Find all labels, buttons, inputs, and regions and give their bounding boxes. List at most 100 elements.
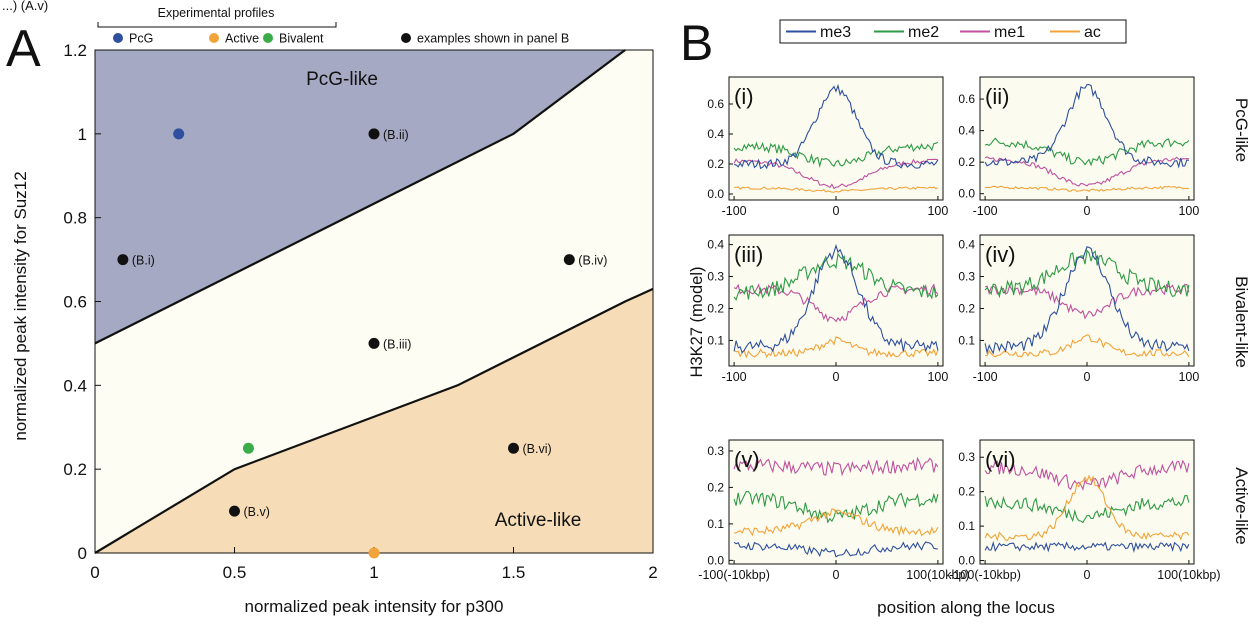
subplot-ytick-label: 0.3: [707, 444, 724, 458]
point-examples: [508, 442, 519, 454]
subplot-ytick-label: 0.3: [958, 450, 975, 464]
panel-a-xtick-label: 1.5: [502, 563, 526, 582]
subplot-xtick-label: -100: [973, 370, 998, 384]
subplot-ytick-label: 0.2: [958, 155, 975, 169]
panel-b-ylabel: H3K27 (model): [688, 267, 706, 378]
legend-group-title: Experimental profiles: [158, 6, 275, 20]
panel-a-xtick-label: 2: [648, 563, 657, 582]
series-me1-line: [733, 283, 939, 323]
subplot-frame: [979, 234, 1195, 367]
subplot-frame: [728, 76, 944, 201]
subplot-3: 0.1 0.2 0.3 0.4 -100 0 100 (iii): [707, 234, 948, 384]
panel-b-legend-entries: me3 me2 me1 ac: [786, 24, 1101, 41]
legend-marker: [401, 33, 411, 43]
subplot-frame: [728, 439, 944, 565]
panel-a-ytick-label: 0: [78, 544, 87, 563]
subplot-xtick-label: 100(10kbp): [1157, 568, 1220, 582]
point-label: (B.i): [132, 254, 155, 268]
panel-a-legend-entries: PcG Active Bivalent examples shown in panel…: [113, 32, 569, 46]
subplot-ytick-label: 0.1: [958, 519, 975, 533]
point-examples: [229, 505, 240, 517]
subplot-frame: [979, 76, 1195, 201]
panel-a-legend: Experimental profiles PcG Active Bivalent e…: [97, 6, 569, 46]
subplot-ytick-label: 0.4: [958, 238, 975, 252]
panel-b-xlabel: position along the locus: [877, 598, 1055, 617]
subplot-xtick-label: 100: [1178, 204, 1199, 218]
subplot-ytick-label: 0.2: [707, 480, 724, 494]
series-me3-line: [984, 83, 1190, 169]
series-me3-line: [984, 246, 1190, 355]
series-ac-line: [733, 336, 939, 359]
legend-label: Bivalent: [279, 32, 324, 46]
panel-b-legend-label: me2: [908, 24, 939, 41]
pcg-region: [95, 50, 626, 344]
series-me3-line: [734, 83, 939, 170]
subplot-ytick-label: 0.1: [707, 333, 724, 347]
subplot-xtick-label: 100: [927, 204, 948, 218]
series-me2-line: [984, 137, 1190, 167]
panel-a-header-fragment: ...) (A.v): [2, 0, 48, 13]
active-region: [95, 288, 653, 553]
subplot-xtick-label: 100(10kbp): [906, 568, 969, 582]
panel-a-ytick-label: 0.8: [63, 209, 87, 228]
subplot-xtick-label: 0: [1084, 370, 1091, 384]
panel-b-legend-label: me3: [820, 24, 851, 41]
series-me3-line: [984, 540, 1190, 553]
panel-b-legend: me3 me2 me1 ac: [779, 19, 1127, 44]
series-me2-line: [984, 249, 1190, 299]
subplot-label: (ii): [985, 84, 1009, 109]
subplot-ytick-label: 0.2: [707, 301, 724, 315]
series-me1-line: [984, 283, 1190, 320]
panel-a-xtick-label: 0: [90, 563, 99, 582]
panel-b-subplots: 0.00.20.40.6-100 0 100(i)0.00.20.40.6-100 0…: [698, 76, 1221, 582]
subplot-xtick-label: -100(-10kbp): [698, 568, 770, 582]
panel-a-ytick-label: 0.2: [63, 460, 87, 479]
panel-a-ytick-label: 1.2: [63, 41, 87, 60]
panel-a-points: (B.i) (B.ii) (B.iii) (B.iv) (B.v) (B.vi): [117, 128, 607, 559]
series-me1-line: [984, 459, 1190, 491]
legend-label: Active: [225, 32, 259, 46]
point-bivalent: [242, 442, 254, 454]
subplot-ytick-label: 0.6: [707, 97, 724, 111]
middle-region: [95, 50, 653, 553]
subplot-6: 0.0 0.1 0.2 0.3 -100(-10kbp) 0 100(10kbp) (vi): [949, 439, 1221, 582]
row-label-pcg: PcG-like: [1232, 98, 1251, 162]
subplot-label: (iv): [985, 242, 1016, 267]
panel-a-ytick-label: 1: [78, 125, 87, 144]
series-me2-line: [733, 252, 939, 301]
subplot-ytick-label: 0.0: [958, 554, 975, 568]
subplot-label: (iii): [734, 242, 763, 267]
subplot-1: 0.0 0.2 0.4 0.6 -100 0 100 (i): [707, 76, 948, 218]
subplot-xtick-label: -100(-10kbp): [949, 568, 1021, 582]
subplot-ytick-label: 0.4: [707, 127, 724, 141]
point-examples: [368, 337, 380, 349]
upper-boundary-line: [94, 49, 626, 345]
subplot-ytick-label: 0.6: [958, 92, 975, 106]
subplot-label: (vi): [985, 447, 1016, 472]
panel-b-legend-box: [779, 19, 1127, 44]
subplot-xtick-label: 0: [833, 204, 840, 218]
series-me2-line: [984, 494, 1190, 524]
series-ac-line: [985, 185, 1189, 193]
point-label: (B.iii): [383, 337, 411, 351]
subplot-xtick-label: 100: [1178, 370, 1199, 384]
subplot-xtick-label: -100: [722, 370, 747, 384]
subplot-xtick-label: 100: [927, 370, 948, 384]
subplot-ytick-label: 0.2: [707, 157, 724, 171]
lower-boundary-line: [94, 287, 654, 554]
series-ac-line: [733, 186, 939, 193]
subplot-ytick-label: 0.1: [958, 333, 975, 347]
panel-a-plot: 0 0.5 1 1.5 200.20.40.60.811.2 (B.i)(B.ii)(B…: [63, 41, 657, 582]
legend-label: examples shown in panel B: [417, 32, 569, 46]
subplot-label: (v): [734, 447, 760, 472]
subplot-5: 0.0 0.1 0.2 0.3 -100(-10kbp) 0 100(10kbp) (v): [698, 439, 970, 582]
subplot-xtick-label: 0: [833, 568, 840, 582]
panel-a-xlabel: normalized peak intensity for p300: [245, 597, 504, 616]
legend-marker: [113, 33, 123, 43]
subplot-4: 0.1 0.2 0.3 0.4 -100 0 100 (iv): [958, 234, 1199, 384]
series-ac-line: [984, 474, 1190, 542]
point-active: [368, 547, 380, 559]
subplot-2: 0.0 0.2 0.4 0.6 -100 0 100 (ii): [958, 76, 1199, 218]
legend-marker: [263, 33, 273, 43]
